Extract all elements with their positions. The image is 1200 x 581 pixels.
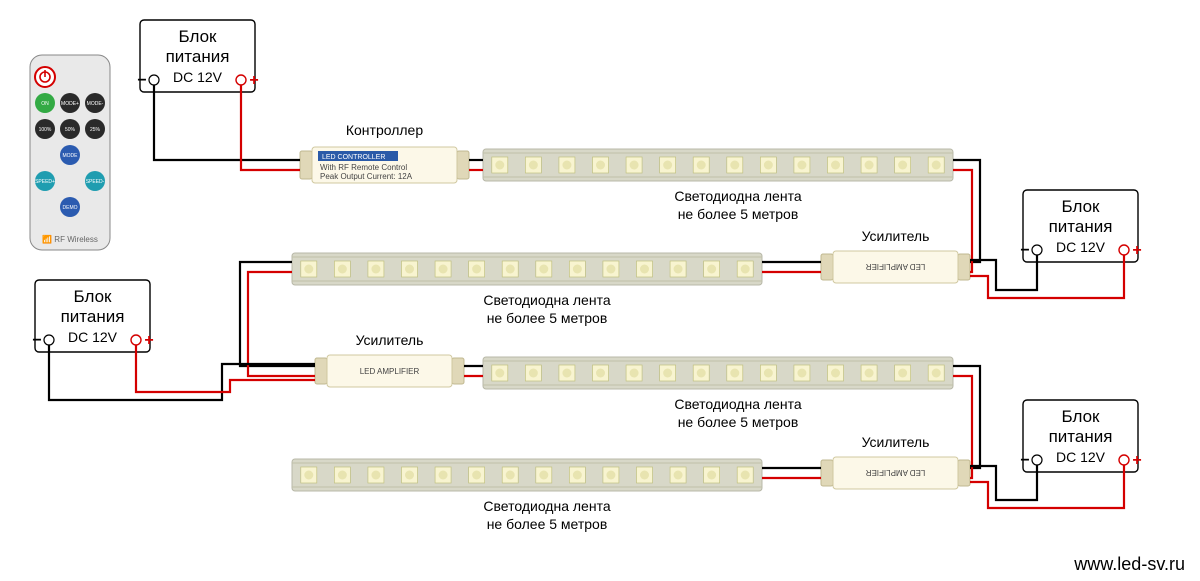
- psu-title: Блок: [1062, 407, 1101, 426]
- psu-dc: DC 12V: [1056, 449, 1106, 465]
- svg-text:25%: 25%: [90, 127, 101, 133]
- psu-tr: Блокпитания DC 12V − +: [1020, 190, 1141, 262]
- site-url: www.led-sv.ru: [1073, 554, 1185, 574]
- psu-title2: питания: [61, 307, 125, 326]
- strip-caption: Светодиодна лента: [674, 396, 801, 412]
- svg-text:ON: ON: [41, 101, 49, 107]
- svg-text:−: −: [1020, 242, 1029, 259]
- svg-text:Peak Output Current: 12A: Peak Output Current: 12A: [320, 172, 413, 181]
- svg-text:LED AMPLIFIER: LED AMPLIFIER: [865, 468, 925, 477]
- remote-control: ON MODE+ MODE- 100% 50% 25% MODE SPEED+ SPEED- DE…: [30, 55, 110, 250]
- svg-text:−: −: [137, 72, 146, 89]
- svg-text:−: −: [1020, 452, 1029, 469]
- psu-minus-terminal: [1032, 455, 1042, 465]
- psu-br: Блокпитания DC 12V − +: [1020, 400, 1141, 472]
- svg-text:50%: 50%: [65, 127, 76, 133]
- svg-text:LED AMPLIFIER: LED AMPLIFIER: [865, 262, 925, 271]
- svg-text:+: +: [144, 332, 153, 349]
- psu-tl: Блокпитания DC 12V − +: [137, 20, 258, 92]
- svg-text:LED AMPLIFIER: LED AMPLIFIER: [360, 367, 420, 376]
- strip-caption2: не более 5 метров: [487, 516, 608, 532]
- svg-text:MODE+: MODE+: [61, 101, 79, 107]
- svg-text:100%: 100%: [39, 127, 52, 133]
- amp2: LED AMPLIFIER Усилитель: [315, 332, 464, 387]
- s2: Светодиодна лента не более 5 метров: [292, 253, 762, 326]
- psu-ml: Блокпитания DC 12V − +: [32, 280, 153, 352]
- psu-minus-terminal: [1032, 245, 1042, 255]
- wire-s2-amp2-pos: [248, 272, 315, 376]
- psu-title2: питания: [1049, 217, 1113, 236]
- amp3: LED AMPLIFIER Усилитель: [821, 434, 970, 489]
- wiring-diagram: БлокпитанияDC 12V−+БлокпитанияDC 12V−+Бл…: [0, 0, 1200, 581]
- remote-label: 📶 RF Wireless: [42, 234, 98, 244]
- svg-text:LED CONTROLLER: LED CONTROLLER: [322, 154, 385, 161]
- psu-title2: питания: [1049, 427, 1113, 446]
- amp1: LED AMPLIFIER Усилитель: [821, 228, 970, 283]
- wire-psu-tl-neg: [154, 85, 300, 160]
- s1: Светодиодна лента не более 5 метров: [483, 149, 953, 222]
- svg-text:−: −: [32, 332, 41, 349]
- strip-caption2: не более 5 метров: [678, 414, 799, 430]
- psu-plus-terminal: [1119, 245, 1129, 255]
- amp-label: Усилитель: [356, 332, 424, 348]
- strip-caption: Светодиодна лента: [483, 292, 610, 308]
- psu-dc: DC 12V: [68, 329, 118, 345]
- psu-dc: DC 12V: [1056, 239, 1106, 255]
- psu-minus-terminal: [149, 75, 159, 85]
- wire-s3-amp3-neg: [953, 366, 980, 468]
- strip-caption: Светодиодна лента: [483, 498, 610, 514]
- controller: LED CONTROLLER With RF Remote ControlPeak…: [300, 122, 469, 183]
- psu-title: Блок: [1062, 197, 1101, 216]
- wire-s1-amp1-neg: [953, 160, 980, 262]
- svg-text:+: +: [1132, 452, 1141, 469]
- strip-caption2: не более 5 метров: [487, 310, 608, 326]
- svg-text:With RF Remote Control: With RF Remote Control: [320, 163, 407, 172]
- s4: Светодиодна лента не более 5 метров: [292, 459, 762, 532]
- amp-label: Усилитель: [862, 228, 930, 244]
- strip-caption: Светодиодна лента: [674, 188, 801, 204]
- svg-text:SPEED+: SPEED+: [35, 179, 55, 185]
- psu-title: Блок: [179, 27, 218, 46]
- s3: Светодиодна лента не более 5 метров: [483, 357, 953, 430]
- psu-plus-terminal: [1119, 455, 1129, 465]
- wire-psu-ml-pos: [136, 345, 315, 392]
- svg-text:DEMO: DEMO: [63, 205, 78, 211]
- svg-text:MODE: MODE: [63, 153, 79, 159]
- psu-minus-terminal: [44, 335, 54, 345]
- controller-label: Контроллер: [346, 122, 423, 138]
- psu-plus-terminal: [131, 335, 141, 345]
- psu-title2: питания: [166, 47, 230, 66]
- psu-plus-terminal: [236, 75, 246, 85]
- psu-title: Блок: [74, 287, 113, 306]
- svg-text:+: +: [249, 72, 258, 89]
- amp-label: Усилитель: [862, 434, 930, 450]
- psu-dc: DC 12V: [173, 69, 223, 85]
- svg-text:+: +: [1132, 242, 1141, 259]
- svg-text:SPEED-: SPEED-: [86, 179, 105, 185]
- strip-caption2: не более 5 метров: [678, 206, 799, 222]
- svg-text:MODE-: MODE-: [87, 101, 104, 107]
- wire-psu-tl-pos: [241, 85, 300, 170]
